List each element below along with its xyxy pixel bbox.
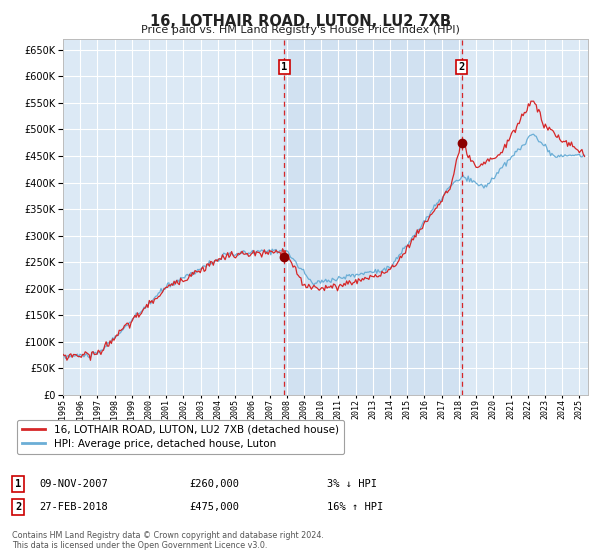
Text: 27-FEB-2018: 27-FEB-2018 <box>39 502 108 512</box>
Text: Contains HM Land Registry data © Crown copyright and database right 2024.
This d: Contains HM Land Registry data © Crown c… <box>12 531 324 550</box>
Text: 2: 2 <box>15 502 21 512</box>
Text: £260,000: £260,000 <box>189 479 239 489</box>
Bar <box>284 39 461 395</box>
Text: 1: 1 <box>15 479 21 489</box>
Legend: 16, LOTHAIR ROAD, LUTON, LU2 7XB (detached house), HPI: Average price, detached : 16, LOTHAIR ROAD, LUTON, LU2 7XB (detach… <box>17 419 344 454</box>
Text: Price paid vs. HM Land Registry's House Price Index (HPI): Price paid vs. HM Land Registry's House … <box>140 25 460 35</box>
Text: 2: 2 <box>458 62 465 72</box>
Text: 1: 1 <box>281 62 287 72</box>
Text: 09-NOV-2007: 09-NOV-2007 <box>39 479 108 489</box>
Text: 16% ↑ HPI: 16% ↑ HPI <box>327 502 383 512</box>
Text: 3% ↓ HPI: 3% ↓ HPI <box>327 479 377 489</box>
Text: £475,000: £475,000 <box>189 502 239 512</box>
Text: 16, LOTHAIR ROAD, LUTON, LU2 7XB: 16, LOTHAIR ROAD, LUTON, LU2 7XB <box>149 14 451 29</box>
